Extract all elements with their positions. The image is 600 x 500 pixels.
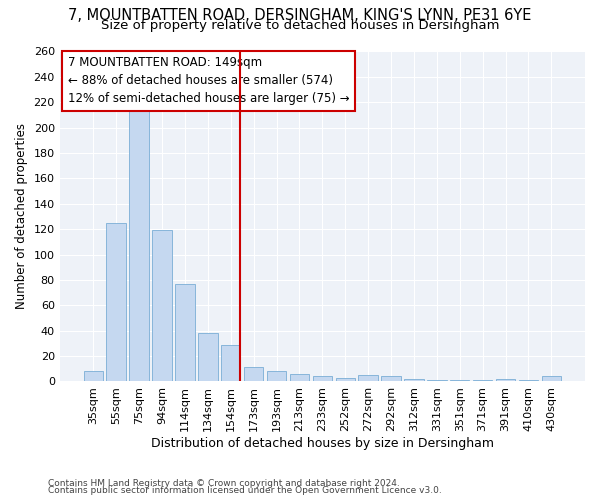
Text: Contains HM Land Registry data © Crown copyright and database right 2024.: Contains HM Land Registry data © Crown c…: [48, 478, 400, 488]
Bar: [106, 223, 126, 382]
Bar: [542, 376, 561, 382]
Bar: [152, 230, 172, 382]
Bar: [175, 284, 194, 382]
Bar: [267, 372, 286, 382]
Bar: [244, 368, 263, 382]
Bar: [427, 380, 446, 382]
Bar: [519, 380, 538, 382]
Text: Contains public sector information licensed under the Open Government Licence v3: Contains public sector information licen…: [48, 486, 442, 495]
X-axis label: Distribution of detached houses by size in Dersingham: Distribution of detached houses by size …: [151, 437, 494, 450]
Bar: [290, 374, 309, 382]
Bar: [404, 379, 424, 382]
Bar: [473, 380, 493, 382]
Bar: [496, 379, 515, 382]
Bar: [83, 372, 103, 382]
Bar: [450, 380, 469, 382]
Bar: [130, 105, 149, 382]
Y-axis label: Number of detached properties: Number of detached properties: [15, 124, 28, 310]
Bar: [221, 344, 241, 382]
Text: 7, MOUNTBATTEN ROAD, DERSINGHAM, KING'S LYNN, PE31 6YE: 7, MOUNTBATTEN ROAD, DERSINGHAM, KING'S …: [68, 8, 532, 22]
Bar: [382, 376, 401, 382]
Bar: [358, 375, 378, 382]
Bar: [313, 376, 332, 382]
Bar: [335, 378, 355, 382]
Text: Size of property relative to detached houses in Dersingham: Size of property relative to detached ho…: [101, 19, 499, 32]
Bar: [198, 333, 218, 382]
Text: 7 MOUNTBATTEN ROAD: 149sqm
← 88% of detached houses are smaller (574)
12% of sem: 7 MOUNTBATTEN ROAD: 149sqm ← 88% of deta…: [68, 56, 349, 106]
